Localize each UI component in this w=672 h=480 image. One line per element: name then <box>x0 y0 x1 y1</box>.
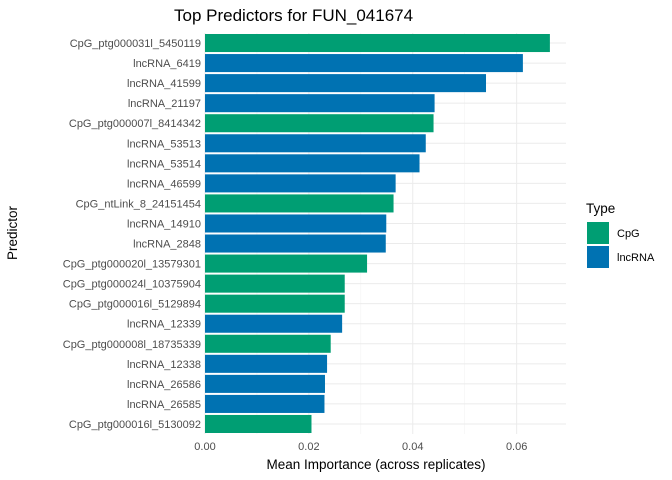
bar-lncRNA_26585 <box>205 394 325 413</box>
category-label: lncRNA_41599 <box>127 78 201 90</box>
x-tick-label: 0.02 <box>298 441 319 453</box>
bar-CpG_ptg000024l_10375904 <box>205 274 345 293</box>
legend-label: CpG <box>617 228 640 240</box>
category-label: lncRNA_26585 <box>127 399 201 411</box>
legend-label: lncRNA <box>617 252 655 264</box>
bar-CpG_ptg000008l_18735339 <box>205 334 331 353</box>
category-label: lncRNA_12338 <box>127 359 201 371</box>
category-label: lncRNA_46599 <box>127 178 201 190</box>
bar-CpG_ptg000016l_5129894 <box>205 294 345 313</box>
category-label: lncRNA_26586 <box>127 379 201 391</box>
category-label: CpG_ptg000007l_8414342 <box>69 118 201 130</box>
bar-CpG_ntLink_8_24151454 <box>205 194 394 213</box>
legend-items: CpG lncRNA <box>587 222 655 268</box>
legend: Type CpG lncRNA <box>586 201 655 268</box>
x-axis-title: Mean Importance (across replicates) <box>266 457 485 472</box>
bar-CpG_ptg000016l_5130092 <box>205 414 312 433</box>
bar-CpG_ptg000020l_13579301 <box>205 254 368 273</box>
category-labels: CpG_ptg000031l_5450119 lncRNA_6419 lncRNA_… <box>63 38 201 431</box>
x-tick-label: 0.06 <box>506 441 527 453</box>
bar-lncRNA_6419 <box>205 54 523 73</box>
category-label: lncRNA_6419 <box>133 58 201 70</box>
legend-title: Type <box>586 201 615 216</box>
grid-layer <box>204 33 566 434</box>
category-label: CpG_ptg000008l_18735339 <box>63 339 201 351</box>
bar-lncRNA_26586 <box>205 374 325 393</box>
category-label: lncRNA_53513 <box>127 138 201 150</box>
bar-lncRNA_41599 <box>205 74 487 93</box>
legend-key-lncRNA <box>587 246 609 268</box>
category-label: lncRNA_12339 <box>127 319 201 331</box>
chart-title: Top Predictors for FUN_041674 <box>174 6 413 25</box>
bar-lncRNA_12338 <box>205 354 328 373</box>
category-label: lncRNA_21197 <box>128 98 201 110</box>
category-label: lncRNA_14910 <box>127 218 201 230</box>
y-axis-title: Predictor <box>5 205 20 260</box>
category-label: lncRNA_53514 <box>127 158 201 170</box>
category-label: lncRNA_2848 <box>133 239 201 251</box>
category-label: CpG_ptg000024l_10375904 <box>63 279 201 291</box>
category-label: CpG_ntLink_8_24151454 <box>76 198 201 210</box>
x-tick-labels: 0.00 0.02 0.04 0.06 <box>194 441 527 453</box>
legend-key-CpG <box>587 222 609 244</box>
bar-CpG_ptg000031l_5450119 <box>205 34 550 53</box>
category-label: CpG_ptg000016l_5129894 <box>69 299 201 311</box>
bar-lncRNA_21197 <box>205 94 435 113</box>
x-tick-label: 0.00 <box>194 441 215 453</box>
bar-lncRNA_14910 <box>205 214 387 233</box>
bar-CpG_ptg000007l_8414342 <box>205 114 434 133</box>
category-label: CpG_ptg000031l_5450119 <box>70 38 201 50</box>
category-label: CpG_ptg000020l_13579301 <box>63 259 201 271</box>
bar-lncRNA_46599 <box>205 174 396 193</box>
bar-lncRNA_12339 <box>205 314 343 333</box>
bar-lncRNA_53514 <box>205 154 420 173</box>
bar-lncRNA_2848 <box>205 234 386 253</box>
bars-layer <box>205 34 550 433</box>
category-label: CpG_ptg000016l_5130092 <box>69 419 201 431</box>
bar-lncRNA_53513 <box>205 134 426 153</box>
x-tick-label: 0.04 <box>402 441 423 453</box>
